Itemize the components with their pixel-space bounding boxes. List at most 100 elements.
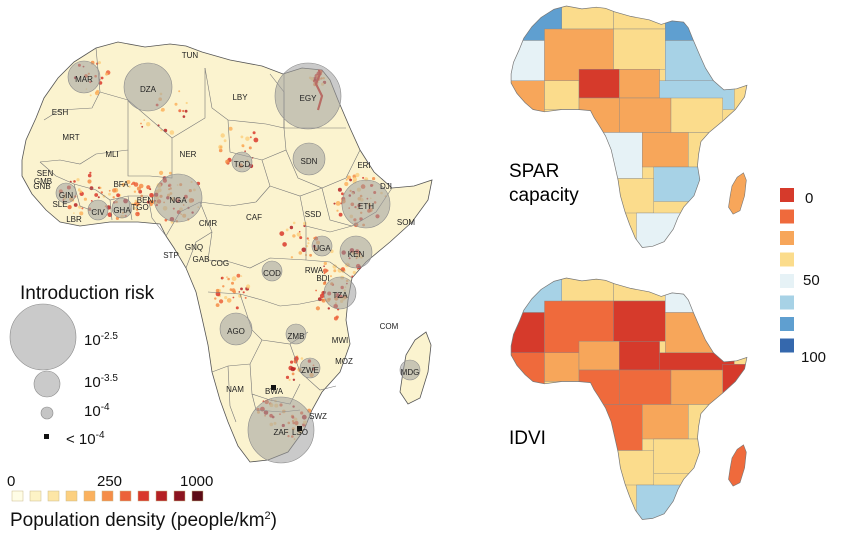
- country-border: [185, 231, 213, 269]
- density-speck: [108, 192, 111, 196]
- density-speck: [223, 139, 227, 143]
- risk-legend-label-3: 10-4: [84, 402, 110, 420]
- density-speck: [303, 221, 307, 226]
- density-speck: [99, 186, 102, 189]
- spar-label-line2: capacity: [509, 185, 579, 206]
- density-speck: [232, 290, 236, 294]
- country-label-bfa: BFA: [113, 180, 129, 189]
- small-map-regions: [511, 6, 735, 248]
- density-speck: [290, 256, 294, 259]
- density-speck: [174, 102, 178, 106]
- small-map-region: [653, 166, 700, 202]
- density-speck: [184, 109, 188, 113]
- risk-legend-circle-medium: [33, 370, 61, 398]
- country-label-mwi: MWI: [332, 336, 348, 345]
- country-border: [305, 226, 353, 279]
- density-speck: [292, 221, 296, 225]
- density-swatch: [29, 490, 42, 502]
- density-speck: [232, 296, 235, 299]
- density-speck: [73, 180, 76, 183]
- density-speck: [322, 281, 327, 285]
- country-label-sdn: SDN: [301, 157, 318, 166]
- density-speck: [136, 186, 141, 191]
- small-map-region: [619, 97, 672, 133]
- density-speck: [115, 216, 119, 220]
- country-label-egy: EGY: [300, 94, 318, 103]
- density-speck: [226, 276, 228, 278]
- small-map-region: [722, 364, 746, 411]
- small-map-region: [607, 450, 654, 486]
- density-speck: [227, 277, 230, 281]
- density-speck: [327, 307, 330, 310]
- introduction-risk-legend: Introduction risk 10-2.5 10-3.5 10-4 < 1…: [9, 283, 155, 448]
- density-speck: [228, 126, 233, 131]
- country-label-som: SOM: [397, 218, 416, 227]
- density-speck: [89, 94, 92, 97]
- density-speck: [121, 182, 126, 187]
- risk-legend-circle-large: [9, 303, 77, 371]
- density-speck: [160, 129, 163, 132]
- density-speck: [100, 76, 104, 80]
- capacity-swatch: [780, 188, 794, 202]
- capacity-swatch: [780, 338, 794, 353]
- density-speck: [245, 136, 250, 141]
- country-label-nam: NAM: [226, 385, 244, 394]
- density-speck: [143, 119, 145, 121]
- spar-label-line1: SPAR: [509, 161, 559, 182]
- density-speck: [133, 202, 138, 206]
- density-speck: [89, 171, 92, 174]
- density-speck: [321, 298, 326, 303]
- country-label-zmb: ZMB: [288, 332, 305, 341]
- density-speck: [219, 299, 224, 304]
- risk-bubble-zaf: [247, 396, 315, 464]
- country-label-tun: TUN: [182, 51, 199, 60]
- density-speck: [290, 360, 294, 364]
- density-speck: [336, 209, 339, 212]
- density-speck: [291, 372, 295, 376]
- density-speck: [372, 177, 376, 181]
- density-speck: [133, 182, 139, 187]
- small-map-region: [619, 69, 660, 99]
- risk-marker-lso: [297, 426, 302, 431]
- spar-capacity-map: SPAR capacity: [509, 5, 748, 248]
- small-map-region: [511, 80, 545, 116]
- country-label-nga: NGA: [169, 196, 187, 205]
- density-speck: [108, 189, 111, 192]
- density-swatch: [83, 490, 96, 502]
- country-label-com: COM: [380, 322, 399, 331]
- density-speck: [289, 225, 294, 230]
- small-map-region: [544, 352, 580, 382]
- density-swatch: [101, 490, 114, 502]
- country-border: [109, 199, 113, 221]
- density-speck: [323, 272, 326, 275]
- density-speck: [235, 306, 239, 310]
- density-speck: [240, 135, 244, 139]
- density-speck: [185, 101, 188, 105]
- density-speck: [298, 251, 303, 255]
- country-label-mli: MLI: [105, 150, 118, 159]
- scale-tick-50: 50: [803, 272, 820, 289]
- country-label-swz: SWZ: [309, 412, 327, 421]
- density-speck: [338, 212, 343, 217]
- density-speck: [135, 208, 139, 211]
- small-map-region: [670, 97, 723, 133]
- density-speck: [240, 275, 243, 277]
- density-speck: [178, 90, 181, 93]
- density-speck: [231, 276, 237, 282]
- density-tick-0: 0: [7, 473, 15, 490]
- density-swatch: [47, 490, 60, 502]
- density-speck: [315, 429, 320, 434]
- country-border: [299, 195, 353, 233]
- density-speck: [344, 181, 349, 187]
- risk-bubble-egy: [274, 62, 342, 130]
- country-label-lby: LBY: [232, 93, 248, 102]
- country-label-bwa: BWA: [265, 387, 284, 396]
- capacity-swatch: [780, 231, 794, 245]
- risk-bubble-uga: [311, 235, 333, 257]
- country-label-civ: CIV: [91, 208, 105, 217]
- country-label-zaf: ZAF: [273, 428, 288, 437]
- density-speck: [307, 239, 310, 242]
- risk-bubble-mar: [67, 60, 101, 94]
- density-speck: [299, 236, 303, 240]
- density-speck: [87, 179, 92, 184]
